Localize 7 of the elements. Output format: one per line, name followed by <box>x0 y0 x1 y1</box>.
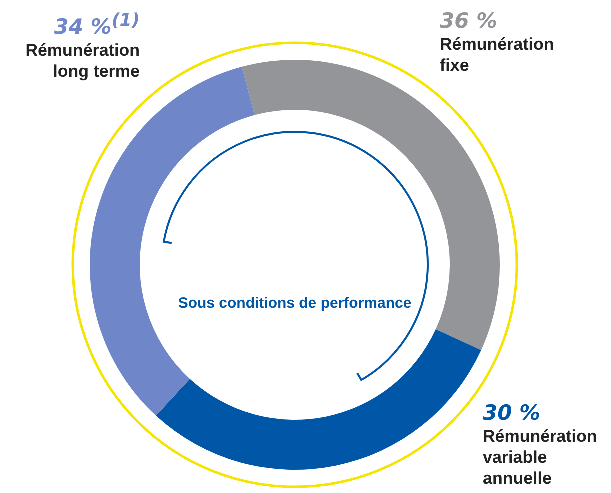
slice-label: Rémunération long terme <box>24 40 140 82</box>
data-label: 30 % <box>483 400 542 426</box>
slice-label: Rémunération variable annuelle <box>483 426 598 489</box>
data-label: 36 % <box>440 8 499 34</box>
text: Sous conditions de performance <box>177 295 413 312</box>
data-label: 34 %$^{(1)}$ <box>53 10 140 40</box>
slice-label: Rémunération fixe <box>440 34 556 76</box>
